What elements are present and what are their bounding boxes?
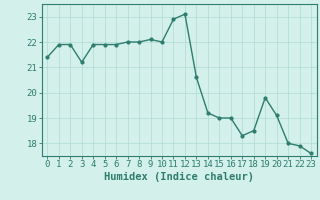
X-axis label: Humidex (Indice chaleur): Humidex (Indice chaleur) <box>104 172 254 182</box>
